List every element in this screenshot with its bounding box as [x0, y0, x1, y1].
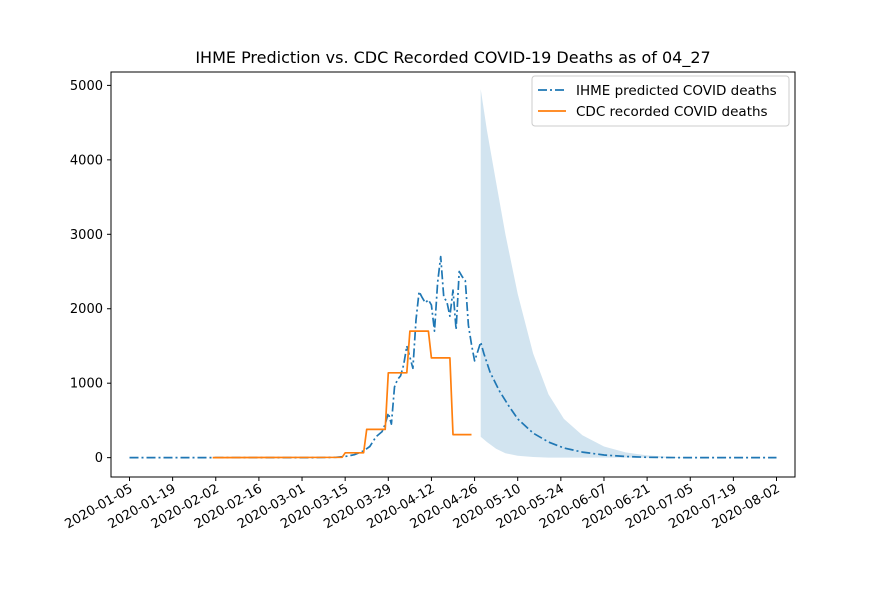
legend-label-cdc: CDC recorded COVID deaths: [576, 104, 768, 120]
legend: IHME predicted COVID deaths CDC recorded…: [531, 75, 790, 127]
y-tick-label: 2000: [70, 302, 103, 317]
uncertainty-band: [480, 89, 691, 458]
chart-title: IHME Prediction vs. CDC Recorded COVID-1…: [195, 48, 710, 68]
uncertainty-band-layer: [480, 89, 691, 458]
series-line-ihme: [129, 255, 777, 459]
plot-frame: [110, 71, 796, 478]
y-tick-label: 3000: [70, 228, 103, 243]
y-axis: 0 1000 2000 3000 4000 5000: [70, 79, 111, 466]
series-line-cdc: [212, 330, 472, 459]
series-layer: [129, 255, 777, 459]
y-tick-label: 1000: [70, 377, 103, 392]
legend-label-ihme: IHME predicted COVID deaths: [576, 83, 777, 99]
y-tick-label: 4000: [70, 153, 103, 168]
y-tick-label: 5000: [70, 79, 103, 94]
legend-box: [531, 75, 790, 127]
y-tick-label: 0: [95, 451, 103, 466]
